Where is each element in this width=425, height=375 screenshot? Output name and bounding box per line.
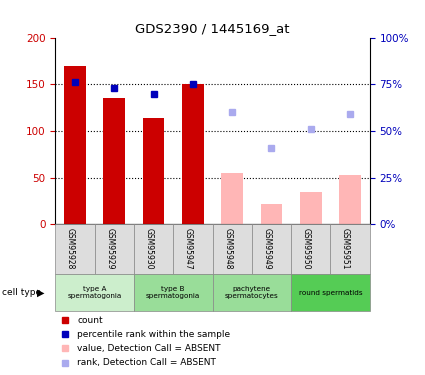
Bar [134,224,173,274]
Bar [134,274,212,311]
Text: GSM95928: GSM95928 [66,228,75,270]
Bar [339,175,361,224]
Text: GSM95947: GSM95947 [184,228,193,270]
Bar [64,66,86,224]
Text: rank, Detection Call = ABSENT: rank, Detection Call = ABSENT [77,358,216,368]
Text: GSM95929: GSM95929 [105,228,114,270]
Text: GSM95949: GSM95949 [263,228,272,270]
Bar [173,224,212,274]
Text: round spermatids: round spermatids [299,290,362,296]
Text: ▶: ▶ [37,288,44,298]
Bar [182,84,204,224]
Text: percentile rank within the sample: percentile rank within the sample [77,330,230,339]
Bar [300,192,322,224]
Text: cell type: cell type [2,288,41,297]
Text: GSM95948: GSM95948 [223,228,232,270]
Bar [252,224,291,274]
Bar [212,224,252,274]
Text: type A
spermatogonia: type A spermatogonia [68,286,122,299]
Bar [103,98,125,224]
Bar [291,224,331,274]
Bar [55,224,94,274]
Title: GDS2390 / 1445169_at: GDS2390 / 1445169_at [135,22,290,35]
Text: GSM95950: GSM95950 [302,228,311,270]
Bar [331,224,370,274]
Text: GSM95930: GSM95930 [144,228,153,270]
Bar [291,274,370,311]
Text: pachytene
spermatocytes: pachytene spermatocytes [225,286,279,299]
Bar [221,173,243,224]
Bar [143,118,164,224]
Bar [212,274,291,311]
Text: count: count [77,316,103,325]
Bar [55,274,134,311]
Text: GSM95951: GSM95951 [341,228,350,270]
Text: type B
spermatogonia: type B spermatogonia [146,286,200,299]
Text: value, Detection Call = ABSENT: value, Detection Call = ABSENT [77,344,221,353]
Bar [261,204,282,224]
Bar [94,224,134,274]
